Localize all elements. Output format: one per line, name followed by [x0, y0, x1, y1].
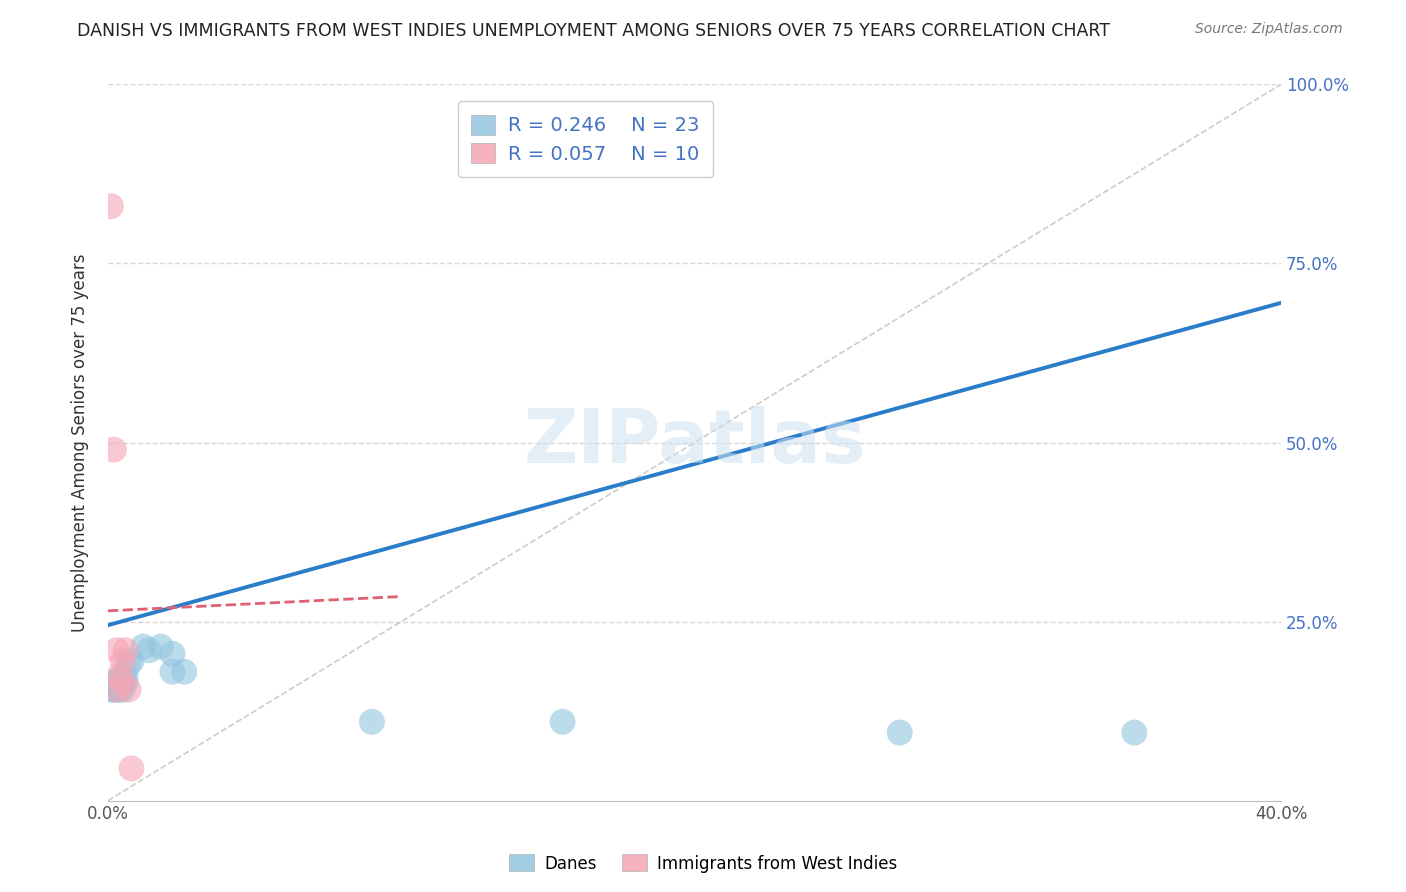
Point: [173, 665, 195, 679]
Y-axis label: Unemployment Among Seniors over 75 years: Unemployment Among Seniors over 75 years: [72, 253, 89, 632]
Point: [114, 668, 136, 682]
Point: [114, 675, 136, 690]
Text: ZIPatlas: ZIPatlas: [523, 406, 866, 479]
Point: [162, 665, 184, 679]
Point: [361, 714, 384, 729]
Point: [103, 675, 125, 690]
Point: [114, 643, 136, 657]
Point: [105, 682, 128, 697]
Point: [551, 714, 574, 729]
Point: [103, 442, 125, 457]
Point: [105, 643, 128, 657]
Legend: R = 0.246    N = 23, R = 0.057    N = 10: R = 0.246 N = 23, R = 0.057 N = 10: [458, 102, 713, 178]
Point: [105, 682, 128, 697]
Point: [889, 725, 911, 739]
Text: DANISH VS IMMIGRANTS FROM WEST INDIES UNEMPLOYMENT AMONG SENIORS OVER 75 YEARS C: DANISH VS IMMIGRANTS FROM WEST INDIES UN…: [77, 22, 1111, 40]
Point: [132, 640, 155, 654]
Point: [117, 657, 139, 672]
Point: [120, 654, 142, 668]
Point: [111, 675, 134, 690]
Text: Source: ZipAtlas.com: Source: ZipAtlas.com: [1195, 22, 1343, 37]
Point: [103, 682, 125, 697]
Point: [111, 654, 134, 668]
Point: [149, 640, 172, 654]
Point: [111, 682, 134, 697]
Point: [100, 682, 122, 697]
Point: [120, 761, 142, 775]
Point: [138, 643, 160, 657]
Point: [100, 199, 122, 213]
Point: [108, 668, 131, 682]
Point: [105, 675, 128, 690]
Legend: Danes, Immigrants from West Indies: Danes, Immigrants from West Indies: [502, 847, 904, 880]
Point: [162, 647, 184, 661]
Point: [117, 682, 139, 697]
Point: [111, 675, 134, 690]
Point: [108, 682, 131, 697]
Point: [1123, 725, 1146, 739]
Point: [108, 672, 131, 686]
